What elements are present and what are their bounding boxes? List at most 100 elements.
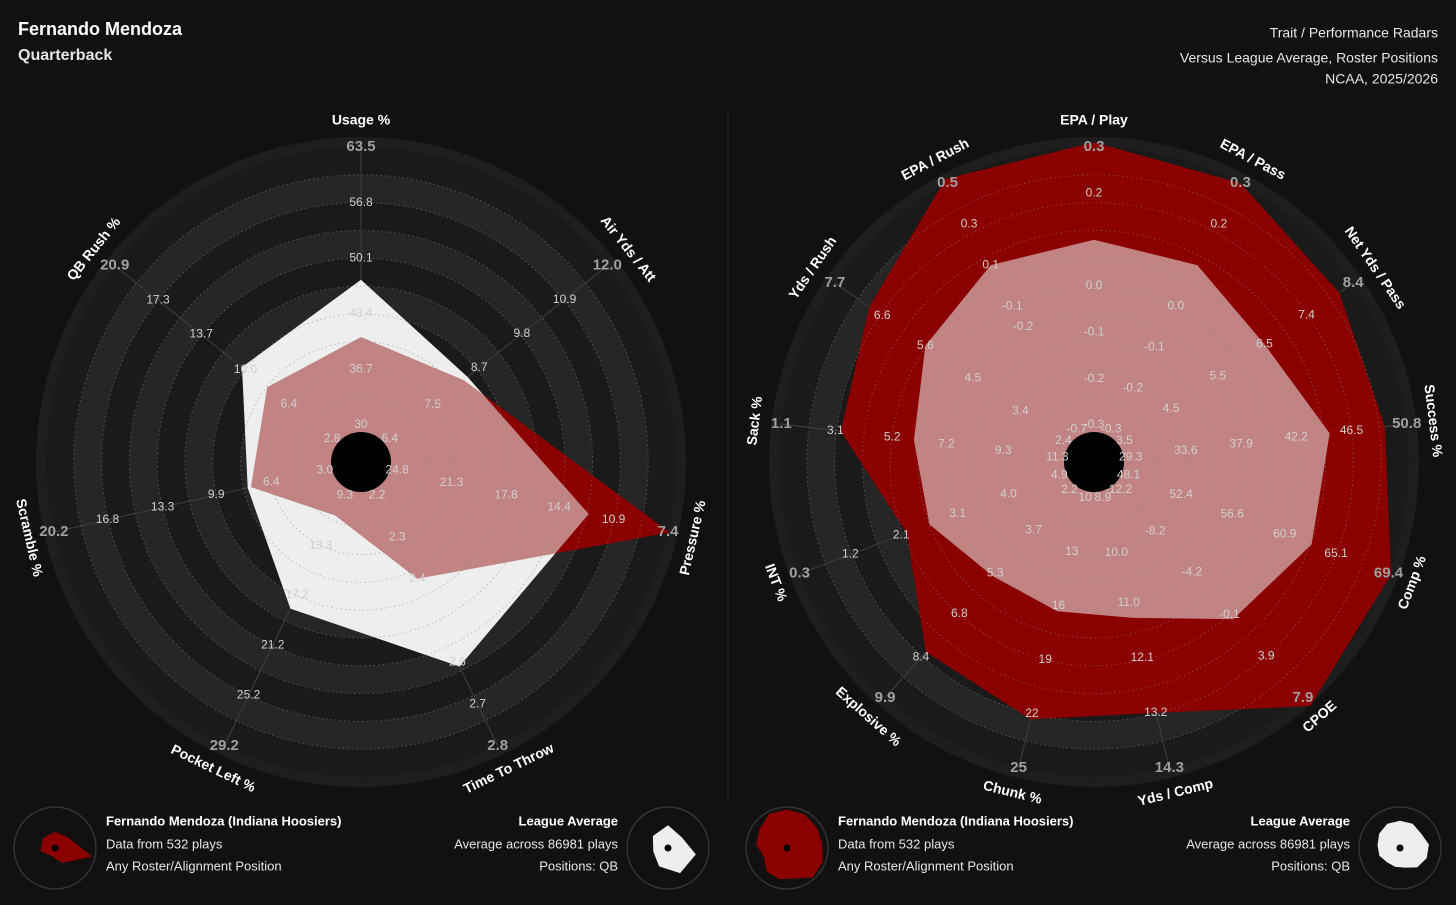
tick-label: 48.1	[1117, 467, 1141, 481]
tick-label: 22	[1025, 706, 1039, 720]
tick-label: 4.5	[965, 371, 982, 385]
tick-label: -0.3	[1084, 417, 1105, 431]
overlap-tint	[250, 337, 670, 579]
legend-icon-dot	[1396, 844, 1404, 852]
header-line: Versus League Average, Roster Positions	[1180, 50, 1438, 66]
tick-label: 29.3	[1119, 450, 1143, 464]
tick-label: 12.0	[593, 257, 622, 274]
legend-icon-shape	[652, 825, 696, 874]
legend-name: Fernando Mendoza (Indiana Hoosiers)	[106, 813, 341, 828]
legend-icon-shape	[1377, 820, 1429, 868]
tick-label: 4.9	[1051, 467, 1068, 481]
tick-label: 0.3	[789, 565, 810, 582]
tick-label: 1.1	[771, 415, 792, 432]
tick-label: 2.3	[389, 529, 406, 543]
tick-label: 2.6	[449, 654, 466, 668]
center-hole	[331, 432, 391, 492]
tick-label: 25	[1010, 759, 1027, 776]
tick-label: 13.3	[309, 538, 333, 552]
tick-label: 56.8	[349, 195, 373, 209]
legend-note: Any Roster/Alignment Position	[106, 858, 282, 873]
tick-label: 3.5	[1116, 433, 1133, 447]
legend-name: League Average	[1251, 813, 1350, 828]
tick-label: 0.3	[961, 216, 978, 230]
tick-label: 5.5	[1209, 369, 1226, 383]
legend-note: Average across 86981 plays	[454, 836, 618, 851]
tick-label: 3.1	[827, 423, 844, 437]
tick-label: -0.3	[1101, 421, 1122, 435]
tick-label: 20.2	[39, 523, 68, 540]
tick-label: 6.5	[1256, 336, 1273, 350]
tick-label: 29.2	[210, 737, 239, 754]
tick-label: 9.3	[995, 443, 1012, 457]
tick-label: 50.1	[349, 250, 373, 264]
tick-label: 1.2	[842, 547, 859, 561]
tick-label: 43.4	[349, 306, 373, 320]
legend-note: Average across 86981 plays	[1186, 836, 1350, 851]
tick-label: 14.4	[547, 499, 571, 513]
tick-label: 6.4	[263, 475, 280, 489]
tick-label: -0.2	[1122, 380, 1143, 394]
dotted-ring	[1000, 368, 1188, 556]
tick-label: 10	[1078, 490, 1092, 504]
tick-label: 3.4	[1012, 403, 1029, 417]
dotted-ring	[917, 285, 1271, 639]
tick-label: 17.3	[146, 292, 170, 306]
radar-chart: -0.3 -0.2 -0.1 0.0 0.2 0.3 EPA / Play -0.3 -0.2 -…	[743, 112, 1446, 890]
dotted-ring	[973, 341, 1215, 583]
tick-label: 10.9	[602, 512, 626, 526]
tick-label: 52.4	[1169, 487, 1193, 501]
tick-label: 10.9	[553, 292, 577, 306]
tick-label: 7.7	[824, 274, 845, 291]
tick-label: 60.9	[1273, 527, 1297, 541]
tick-label: 56.6	[1221, 507, 1245, 521]
dotted-ring	[834, 202, 1354, 722]
tick-label: 8.4	[1343, 274, 1365, 291]
header-line: Trait / Performance Radars	[1270, 25, 1438, 41]
legend-icon-shape	[756, 809, 823, 880]
tick-label: 24.8	[385, 462, 409, 476]
axis-label: EPA / Play	[1060, 112, 1128, 128]
tick-label: 10.0	[1105, 545, 1129, 559]
tick-label: 7.5	[424, 397, 441, 411]
tick-label: 2.2	[1061, 482, 1078, 496]
header-line: NCAA, 2025/2026	[1325, 71, 1438, 87]
tick-label: -8.2	[1145, 523, 1166, 537]
dotted-ring	[267, 368, 455, 556]
dotted-ring	[889, 257, 1299, 667]
tick-label: 13.7	[190, 327, 214, 341]
dotted-ring	[73, 174, 649, 750]
tick-label: 7.2	[938, 436, 955, 450]
tick-label: -0.1	[1084, 324, 1105, 338]
tick-label: 0.2	[1086, 185, 1103, 199]
tick-label: 50.8	[1392, 415, 1421, 432]
tick-label: 9.9	[208, 487, 225, 501]
tick-label: 12.1	[1131, 650, 1155, 664]
tick-label: 6.6	[874, 308, 891, 322]
tick-label: 0.2	[1211, 216, 1228, 230]
dotted-ring	[1028, 396, 1160, 528]
tick-label: 13.2	[1144, 705, 1168, 719]
position: Quarterback	[18, 47, 112, 64]
tick-label: 8.4	[913, 649, 930, 663]
dotted-ring	[212, 313, 510, 611]
series-area	[242, 279, 589, 667]
tick-label: 5.3	[987, 566, 1004, 580]
tick-label: 2.1	[893, 527, 910, 541]
tick-label: -0.7	[1066, 421, 1087, 435]
tick-label: 6.4	[382, 431, 399, 445]
tick-label: 30	[354, 417, 368, 431]
axis-label: Sack %	[743, 395, 765, 446]
tick-label: 5.2	[884, 430, 901, 444]
tick-label: 7.4	[658, 523, 680, 540]
series-area	[913, 239, 1330, 620]
tick-label: 11.0	[1117, 595, 1140, 609]
tick-label: 2.4	[1055, 433, 1072, 447]
overlap-tint	[840, 142, 1391, 720]
tick-label: 19	[1039, 652, 1053, 666]
tick-label: 0.0	[1167, 298, 1184, 312]
tick-label: 3.1	[949, 506, 966, 520]
tick-label: 14.3	[1155, 759, 1184, 776]
tick-label: 7.4	[1298, 307, 1315, 321]
